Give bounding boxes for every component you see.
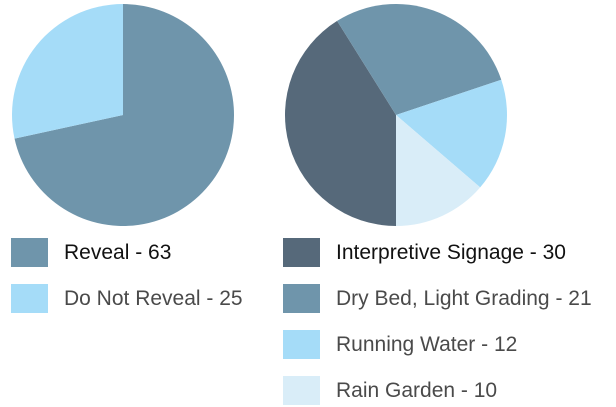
legend-label-do-not-reveal: Do Not Reveal - 25 xyxy=(64,287,243,310)
legend-label-reveal: Reveal - 63 xyxy=(64,241,171,264)
pie-slice-dry-bed-light-grading xyxy=(337,3,502,115)
pie-chart-1 xyxy=(12,4,235,226)
legend-label-dry-bed-light-grading: Dry Bed, Light Grading - 21 xyxy=(336,287,592,310)
pie-slice-reveal xyxy=(14,4,235,226)
pie-slice-running-water xyxy=(396,79,508,188)
legend-swatch-dry-bed-light-grading xyxy=(283,284,320,313)
legend-label-rain-garden: Rain Garden - 10 xyxy=(336,379,497,402)
pie-slice-rain-garden xyxy=(396,115,481,226)
legend-swatch-do-not-reveal xyxy=(11,284,48,313)
pie-slice-interpretive-signage xyxy=(284,20,396,227)
pie-slice-do-not-reveal xyxy=(12,4,123,139)
legend-swatch-rain-garden xyxy=(283,376,320,405)
legend-swatch-running-water xyxy=(283,330,320,359)
legend-label-interpretive-signage: Interpretive Signage - 30 xyxy=(336,241,566,264)
pie-chart-2 xyxy=(284,3,508,227)
legend-2: Interpretive Signage - 30 Dry Bed, Light … xyxy=(283,238,592,405)
legend-swatch-reveal xyxy=(11,238,48,267)
legend-swatch-interpretive-signage xyxy=(283,238,320,267)
legend-label-running-water: Running Water - 12 xyxy=(336,333,517,356)
legend-1: Reveal - 63 Do Not Reveal - 25 xyxy=(11,238,243,313)
